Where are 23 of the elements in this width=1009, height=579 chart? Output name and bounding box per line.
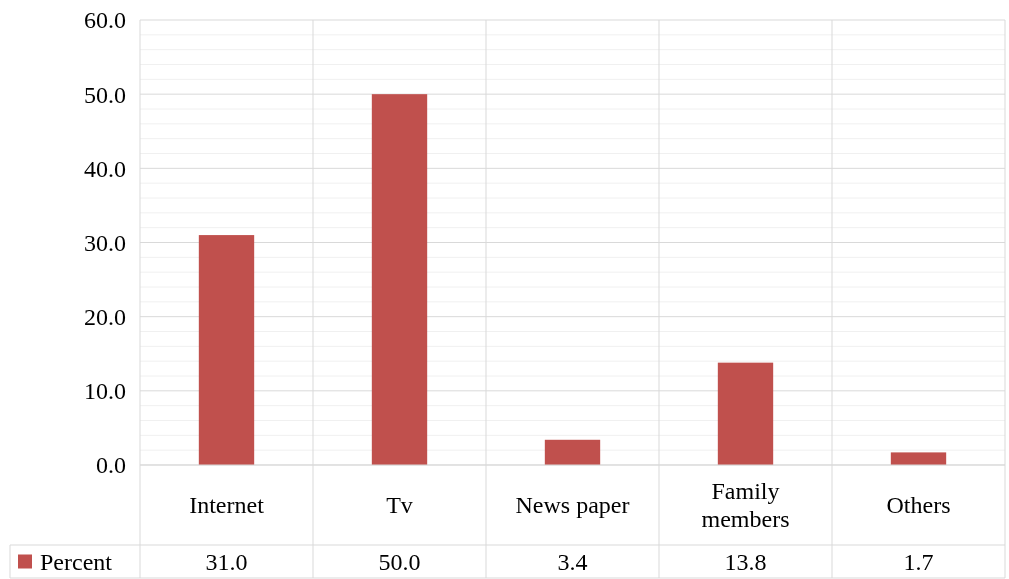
x-tick-label: News paper [515, 492, 630, 519]
y-tick-label: 50.0 [84, 81, 126, 108]
legend-label: Percent [40, 548, 113, 575]
x-tick-label: Others [886, 492, 951, 519]
y-tick-label: 60.0 [84, 7, 126, 34]
bar [890, 452, 947, 465]
y-tick-label: 10.0 [84, 378, 126, 405]
x-tick-label: Family members [701, 478, 790, 533]
x-tick-label: Tv [386, 492, 413, 519]
y-tick-label: 20.0 [84, 304, 126, 331]
y-tick-label: 30.0 [84, 229, 126, 256]
data-label: 50.0 [378, 548, 421, 575]
x-tick-label: Internet [189, 492, 265, 519]
bar [198, 235, 255, 465]
bar [371, 94, 428, 465]
data-label: 13.8 [724, 548, 767, 575]
data-label: 1.7 [903, 548, 934, 575]
data-label: 31.0 [205, 548, 248, 575]
y-tick-label: 0.0 [96, 452, 126, 479]
bar [544, 439, 601, 465]
data-label: 3.4 [557, 548, 588, 575]
y-tick-label: 40.0 [84, 155, 126, 182]
bar [717, 362, 774, 465]
